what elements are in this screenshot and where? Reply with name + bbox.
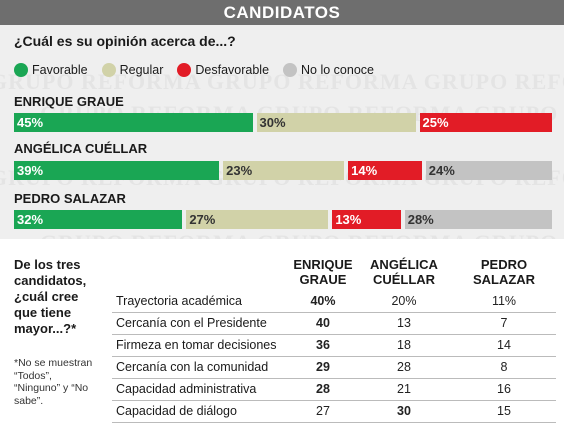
legend-item: Desfavorable	[177, 63, 269, 77]
row-label: Trayectoria académica	[116, 294, 242, 308]
bar-segment: 13%	[332, 210, 401, 229]
legend-swatch	[14, 63, 28, 77]
chart-legend: Favorable Regular Desfavorable No lo conoce	[14, 63, 388, 77]
legend-label: Desfavorable	[195, 63, 270, 77]
legend-label: No lo conoce	[301, 63, 374, 77]
table-row: Capacidad administrativa 28 21 16	[112, 379, 556, 401]
bar-segment: 32%	[14, 210, 183, 229]
cell-value: 13	[397, 316, 411, 330]
cell-value: 30	[397, 404, 411, 418]
table-row: Cercanía con la comunidad 29 28 8	[112, 357, 556, 379]
legend-swatch	[101, 63, 116, 77]
row-label: Cercanía con el Presidente	[116, 316, 267, 330]
column-header: ENRIQUE GRAUE	[293, 257, 353, 287]
table-row: Cercanía con el Presidente 40 13 7	[112, 313, 556, 335]
row-label: Capacidad administrativa	[116, 382, 257, 396]
cell-value: 27	[316, 404, 330, 418]
table-footnote: *No se muestran “Todos”, “Ninguno” y “No…	[14, 357, 93, 407]
opinion-chart-panel: GRUPO REFORMA GRUPO REFORMA GRUPO REFORM…	[0, 25, 564, 239]
cell-value: 29	[316, 360, 330, 374]
bar-segment: 23%	[223, 161, 345, 180]
legend-item: Favorable	[14, 63, 88, 77]
bar-segment: 14%	[348, 161, 422, 180]
cell-value: 7	[500, 316, 508, 330]
candidate-name: PEDRO SALAZAR	[14, 191, 126, 206]
legend-swatch	[283, 63, 298, 77]
column-header: PEDRO SALAZAR	[472, 257, 536, 287]
legend-label: Regular	[119, 63, 164, 77]
table-row: Firmeza en tomar decisiones 36 18 14	[112, 335, 556, 357]
watermark-row: GRUPO REFORMA GRUPO REFORMA GRUPO REFORM…	[40, 230, 564, 239]
bar-segment: 39%	[14, 161, 220, 180]
bar-segment: 28%	[404, 210, 552, 229]
chart-question: ¿Cuál es su opinión acerca de...?	[14, 33, 236, 49]
table-question: De los tres candidatos, ¿cuál cree que t…	[14, 257, 87, 336]
bar-segment: 25%	[419, 113, 552, 132]
bar-segment: 30%	[256, 113, 416, 132]
column-header: ANGÉLICA CUÉLLAR	[370, 257, 438, 287]
cell-value: 8	[500, 360, 508, 374]
cell-value: 28	[397, 360, 411, 374]
legend-item: No lo conoce	[283, 63, 374, 77]
cell-value: 14	[497, 338, 511, 352]
row-label: Capacidad de diálogo	[116, 404, 237, 418]
legend-label: Favorable	[32, 63, 88, 77]
cell-value: 36	[316, 338, 330, 352]
attributes-table-panel: De los tres candidatos, ¿cuál cree que t…	[0, 239, 564, 437]
cell-value: 21	[397, 382, 411, 396]
row-label: Cercanía con la comunidad	[116, 360, 269, 374]
cell-value: 18	[397, 338, 411, 352]
table-row: Trayectoria académica 40% 20% 11%	[112, 291, 556, 313]
cell-value: 28	[316, 382, 330, 396]
bar-segment: 45%	[14, 113, 253, 132]
page-title: CANDIDATOS	[223, 2, 341, 22]
legend-item: Regular	[101, 63, 164, 77]
cell-value: 40%	[310, 294, 336, 308]
header-bar: CANDIDATOS	[0, 0, 564, 25]
cell-value: 20%	[391, 294, 417, 308]
table-row: Capacidad de diálogo 27 30 15	[112, 401, 556, 423]
cell-value: 16	[497, 382, 511, 396]
bar-segment: 27%	[186, 210, 329, 229]
candidate-name: ENRIQUE GRAUE	[14, 94, 124, 109]
legend-swatch	[177, 63, 192, 77]
candidate-name: ANGÉLICA CUÉLLAR	[14, 141, 148, 156]
watermark: GRUPO REFORMA GRUPO REFORMA GRUPO REFORM…	[0, 25, 564, 239]
watermark-row: GRUPO REFORMA GRUPO REFORMA GRUPO REFORM…	[0, 69, 564, 94]
cell-value: 40	[316, 316, 330, 330]
cell-value: 15	[497, 404, 511, 418]
bar-segment: 24%	[425, 161, 552, 180]
cell-value: 11%	[491, 294, 517, 308]
row-label: Firmeza en tomar decisiones	[116, 338, 277, 352]
